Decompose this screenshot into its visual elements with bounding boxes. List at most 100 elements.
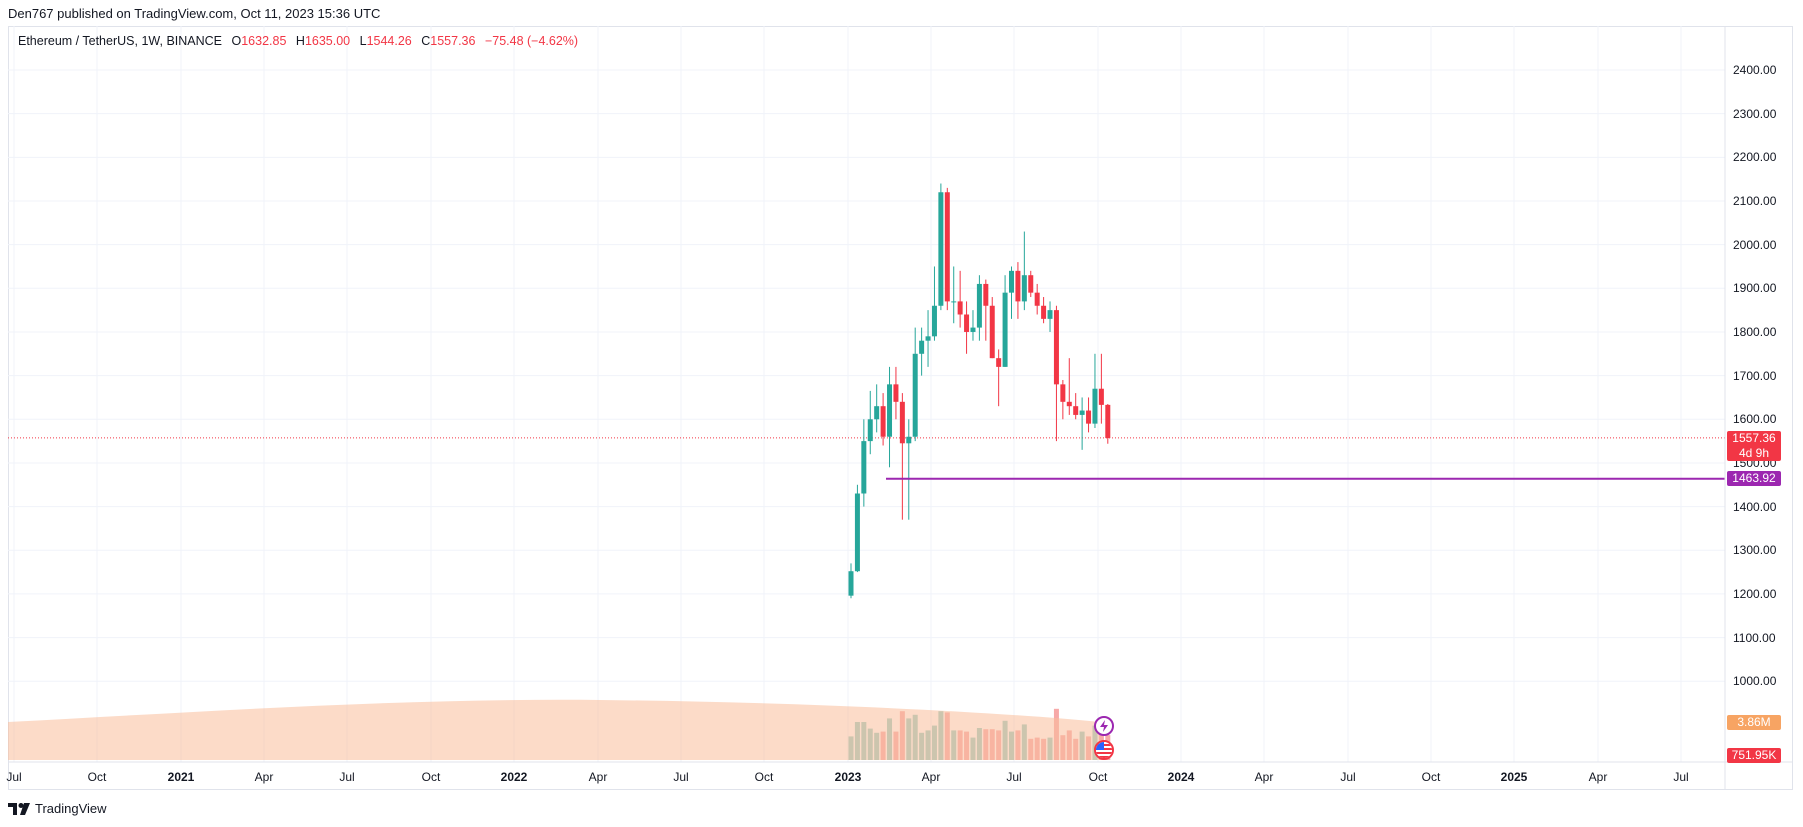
price-axis-tick: 2100.00 — [1733, 193, 1777, 208]
time-axis-tick: 2024 — [1167, 770, 1195, 784]
time-axis-tick: Apr — [254, 770, 274, 784]
candle-body — [996, 358, 1002, 367]
publisher-line: Den767 published on TradingView.com, Oct… — [8, 6, 381, 21]
last-price-value: 1557.36 — [1732, 430, 1776, 445]
candle-body — [1041, 305, 1047, 319]
volume-tag: 751.95K — [1727, 748, 1781, 763]
time-axis-tick: Jul — [6, 770, 22, 784]
time-axis-tick: Jul — [339, 770, 355, 784]
candle-body — [906, 436, 912, 444]
time-axis-tick: Oct — [1421, 770, 1441, 784]
candle-body — [1053, 310, 1059, 385]
volume-ma-tag: 3.86M — [1727, 715, 1781, 730]
candle-body — [899, 401, 905, 444]
candle-body — [1098, 388, 1104, 405]
time-axis-tick: Oct — [421, 770, 441, 784]
legend-high-label: H — [295, 34, 305, 48]
candle-body — [1060, 384, 1066, 402]
candle-body — [1021, 275, 1027, 302]
candle-body — [1066, 401, 1072, 407]
legend-high: 1635.00 — [304, 34, 351, 48]
price-axis-tick: 2000.00 — [1733, 237, 1777, 252]
legend-low: 1544.26 — [366, 34, 412, 48]
volume-ma-area — [8, 699, 1100, 760]
legend-close-label: C — [421, 34, 431, 48]
chart-frame[interactable] — [8, 26, 1793, 790]
price-axis-tick: 1800.00 — [1733, 324, 1777, 339]
candle-body — [964, 314, 970, 332]
legend-open: 1632.85 — [241, 34, 287, 48]
footer: TradingView — [8, 801, 107, 816]
legend-change: −75.48 (−4.62%) — [484, 34, 579, 48]
price-axis-tick: 1400.00 — [1733, 499, 1777, 514]
candle-body — [880, 406, 886, 437]
candle-body — [970, 327, 976, 332]
time-axis-tick: Apr — [1254, 770, 1274, 784]
candle-body — [951, 301, 957, 303]
candle-body — [1092, 388, 1098, 424]
chart-grid — [8, 26, 1725, 762]
time-axis-tick: Oct — [754, 770, 774, 784]
candle-body — [848, 571, 854, 596]
candle-body — [912, 353, 918, 437]
price-axis-tick: 1300.00 — [1733, 543, 1777, 558]
price-axis-tick: 2400.00 — [1733, 63, 1777, 77]
time-axis-tick: Jul — [673, 770, 689, 784]
price-axis-tick: 1000.00 — [1733, 674, 1777, 689]
candle-body — [976, 283, 982, 328]
footer-brand: TradingView — [35, 801, 107, 816]
candle-body — [1073, 406, 1079, 415]
candle-body — [1086, 410, 1092, 424]
price-axis-tick: 2300.00 — [1733, 106, 1777, 121]
price-axis-tick: 1100.00 — [1733, 630, 1776, 645]
price-axis-tick: 1900.00 — [1733, 281, 1777, 296]
candle-body — [861, 441, 867, 494]
candle-body — [931, 305, 937, 337]
tradingview-logo-icon — [8, 802, 30, 815]
time-axis-tick: Apr — [1588, 770, 1608, 784]
candle-body — [944, 192, 950, 302]
time-axis-tick: Apr — [921, 770, 941, 784]
price-axis-tick: 1600.00 — [1733, 412, 1777, 427]
candle-body — [893, 384, 899, 402]
time-axis-tick: Jul — [1340, 770, 1356, 784]
legend-low-label: L — [359, 34, 367, 48]
price-axis-tick: 1700.00 — [1733, 368, 1777, 383]
time-axis-tick: Jul — [1673, 770, 1689, 784]
time-axis-tick: 2025 — [1500, 770, 1528, 784]
candle-body — [1002, 292, 1008, 367]
candle-body — [925, 336, 931, 341]
candles — [848, 183, 1111, 599]
last-price-tag: 1557.36 4d 9h — [1727, 430, 1781, 461]
candle-body — [1028, 275, 1034, 293]
candle-body — [957, 301, 963, 315]
candle-body — [1034, 292, 1040, 306]
legend-symbol: Ethereum / TetherUS, 1W, BINANCE — [18, 34, 223, 48]
candle-body — [1047, 310, 1053, 319]
time-axis-tick: Jul — [1006, 770, 1022, 784]
candle-body — [854, 493, 860, 572]
candle-body — [989, 305, 995, 359]
candle-body — [867, 419, 873, 442]
candle-body — [887, 384, 893, 437]
price-axis-tick: 2200.00 — [1733, 150, 1777, 165]
time-axis-tick: Oct — [1088, 770, 1108, 784]
legend-close: 1557.36 — [430, 34, 476, 48]
candle-body — [874, 406, 880, 420]
time-axis-tick: 2023 — [834, 770, 862, 784]
candle-body — [1009, 270, 1014, 293]
candle-body — [919, 340, 925, 354]
time-axis-tick: Oct — [87, 770, 107, 784]
lightning-event-icon[interactable] — [1094, 716, 1114, 736]
time-axis-tick: Apr — [588, 770, 608, 784]
chart-legend: Ethereum / TetherUS, 1W, BINANCE O1632.8… — [18, 34, 578, 48]
candle-body — [1105, 404, 1111, 439]
candle-body — [1015, 270, 1021, 302]
price-axis-tick: 1200.00 — [1733, 586, 1777, 601]
us-flag-event-icon[interactable] — [1094, 740, 1114, 760]
candle-body — [983, 283, 989, 306]
candle-body — [1079, 410, 1085, 415]
time-axis-tick: 2021 — [167, 770, 195, 784]
legend-open-label: O — [231, 34, 242, 48]
